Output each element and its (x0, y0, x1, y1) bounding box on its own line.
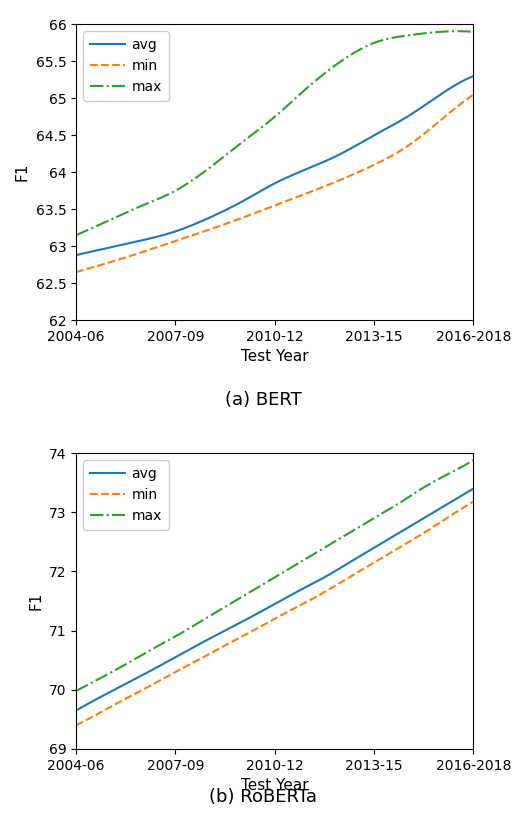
Y-axis label: F1: F1 (15, 163, 30, 182)
max (308, 551, 315, 561)
max (73, 230, 79, 240)
Text: (a) BERT: (a) BERT (225, 391, 301, 409)
max (454, 26, 461, 36)
min (408, 536, 414, 545)
max (470, 27, 477, 37)
max (433, 27, 439, 37)
avg (309, 579, 316, 589)
avg (316, 575, 322, 585)
min (433, 119, 439, 129)
avg (308, 162, 315, 172)
max (408, 30, 414, 40)
X-axis label: Test Year: Test Year (241, 349, 308, 365)
min (309, 186, 316, 196)
avg (74, 250, 80, 260)
avg (408, 110, 414, 120)
avg (73, 250, 79, 260)
Legend: avg, min, max: avg, min, max (83, 32, 169, 101)
avg (433, 506, 439, 516)
min (73, 720, 79, 730)
max (73, 686, 79, 696)
avg (73, 706, 79, 716)
max (433, 475, 439, 485)
max (309, 550, 316, 560)
Line: min: min (76, 501, 473, 725)
avg (316, 159, 322, 168)
avg (308, 580, 315, 589)
max (408, 491, 414, 501)
min (316, 184, 322, 194)
Line: max: max (76, 460, 473, 691)
min (470, 90, 477, 99)
avg (470, 484, 477, 493)
Y-axis label: F1: F1 (28, 592, 43, 610)
Line: avg: avg (76, 77, 473, 255)
min (74, 267, 80, 277)
max (309, 78, 316, 88)
Line: max: max (76, 31, 473, 235)
avg (309, 162, 316, 172)
min (308, 186, 315, 196)
min (308, 594, 315, 604)
min (74, 720, 80, 729)
max (470, 455, 477, 465)
avg (74, 705, 80, 715)
min (309, 594, 316, 604)
avg (408, 521, 414, 531)
min (433, 520, 439, 530)
max (74, 230, 80, 239)
min (316, 590, 322, 600)
X-axis label: Test Year: Test Year (241, 778, 308, 793)
Text: (b) RoBERTa: (b) RoBERTa (209, 788, 317, 806)
Legend: avg, min, max: avg, min, max (83, 460, 169, 530)
min (470, 497, 477, 506)
max (316, 546, 322, 556)
max (308, 80, 315, 90)
avg (433, 93, 439, 103)
avg (470, 72, 477, 81)
min (408, 139, 414, 149)
max (316, 72, 322, 82)
max (74, 685, 80, 695)
Line: min: min (76, 94, 473, 272)
min (73, 267, 79, 277)
Line: avg: avg (76, 488, 473, 711)
